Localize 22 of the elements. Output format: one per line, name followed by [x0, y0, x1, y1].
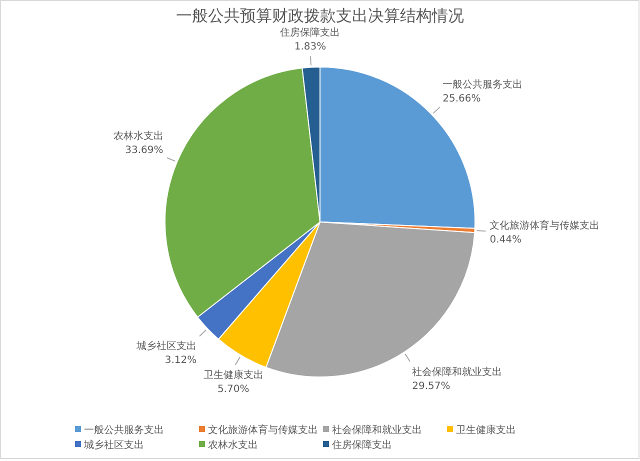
data-label: 25.66% [442, 93, 481, 104]
slice-label: 一般公共服务支出 [442, 78, 523, 90]
slice-label: 农林水支出 [113, 130, 164, 142]
slice-label: 卫生健康支出 [203, 369, 264, 382]
legend-label: 一般公共服务支出 [84, 424, 164, 436]
slice-label: 文化旅游体育与传媒支出 [490, 219, 600, 232]
slice-label: 住房保障支出 [280, 26, 340, 38]
legend-label: 住房保障支出 [332, 439, 392, 451]
title: 一般公共预算财政拨款支出决算结构情况 [176, 6, 464, 25]
legend-label: 社会保障和就业支出 [332, 424, 422, 436]
data-label: 33.69% [125, 145, 164, 156]
legend-label: 农林水支出 [208, 439, 258, 451]
slice-label: 城乡社区支出 [136, 340, 197, 352]
legend-label: 文化旅游体育与传媒支出 [208, 424, 318, 436]
data-label: 5.70% [217, 384, 250, 396]
data-label: 3.12% [164, 354, 197, 366]
data-label: 0.44% [490, 234, 522, 246]
data-label: 1.83% [294, 41, 326, 52]
data-label: 29.57% [412, 380, 450, 392]
slice-label: 社会保障和就业支出 [412, 366, 502, 378]
legend-label: 城乡社区支出 [83, 439, 144, 451]
legend-label: 卫生健康支出 [456, 424, 516, 436]
